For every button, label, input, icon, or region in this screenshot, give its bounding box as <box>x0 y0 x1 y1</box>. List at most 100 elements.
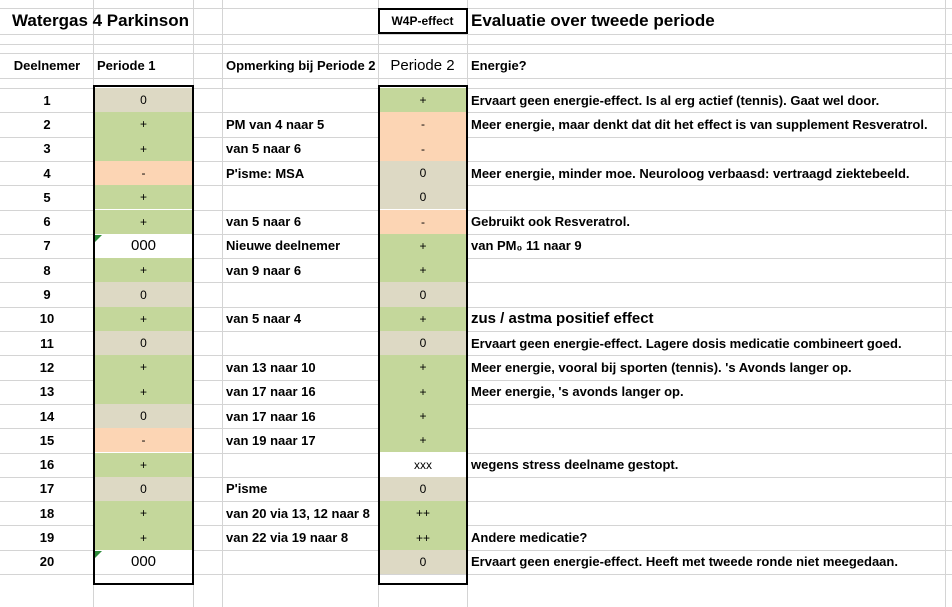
period2-cell[interactable]: + <box>379 88 467 113</box>
period2-cell[interactable]: + <box>379 258 467 283</box>
effect-label-cell[interactable]: W4P-effect <box>391 14 454 28</box>
period1-cell[interactable]: + <box>94 355 193 380</box>
remark-cell[interactable] <box>222 88 378 112</box>
energy-remark-cell[interactable] <box>467 137 945 161</box>
header-period1[interactable]: Periode 1 <box>97 57 156 73</box>
energy-remark-cell[interactable] <box>467 477 945 501</box>
period2-cell[interactable]: 0 <box>379 476 467 502</box>
remark-cell[interactable]: P'isme <box>226 481 268 497</box>
remark-cell[interactable] <box>222 331 378 355</box>
remark-cell[interactable]: van 13 naar 10 <box>226 359 316 375</box>
evaluation-title[interactable]: Evaluatie over tweede periode <box>471 11 715 30</box>
period2-cell[interactable]: 0 <box>379 282 467 307</box>
participant-number-cell[interactable]: 6 <box>43 214 51 230</box>
period2-cell[interactable]: + <box>379 355 467 380</box>
period1-cell[interactable]: + <box>94 136 193 161</box>
energy-remark-cell[interactable]: Meer energie, minder moe. Neuroloog verb… <box>471 165 910 181</box>
period1-cell[interactable]: + <box>94 185 193 210</box>
period1-cell[interactable]: 0 <box>94 282 193 307</box>
period1-cell[interactable]: + <box>94 258 193 283</box>
period1-cell[interactable]: + <box>94 379 193 404</box>
energy-remark-cell[interactable]: Gebruikt ook Resveratrol. <box>471 214 630 230</box>
sheet-title[interactable]: Watergas 4 Parkinson <box>12 11 189 30</box>
participant-number-cell[interactable]: 3 <box>43 141 51 157</box>
participant-number-cell[interactable]: 20 <box>39 554 55 570</box>
energy-remark-cell[interactable]: Meer energie, maar denkt dat dit het eff… <box>471 116 928 132</box>
period2-cell[interactable]: ++ <box>379 525 467 550</box>
period1-cell[interactable]: 0 <box>94 476 193 502</box>
period2-cell[interactable]: + <box>379 403 467 429</box>
remark-cell[interactable]: van 5 naar 4 <box>226 311 302 327</box>
energy-remark-cell[interactable] <box>467 185 945 209</box>
remark-cell[interactable]: van 20 via 13, 12 naar 8 <box>226 505 370 521</box>
period1-cell[interactable]: 0 <box>94 88 193 113</box>
energy-remark-cell[interactable] <box>467 258 945 282</box>
period2-cell[interactable]: + <box>379 379 467 404</box>
period2-cell[interactable]: xxx <box>379 452 467 477</box>
period2-cell[interactable]: - <box>379 209 467 234</box>
remark-cell[interactable]: van 17 naar 16 <box>226 384 316 400</box>
participant-number-cell[interactable]: 11 <box>40 335 54 351</box>
remark-cell[interactable]: van 19 naar 17 <box>226 432 316 448</box>
energy-remark-cell[interactable]: zus / astma positief effect <box>471 310 654 328</box>
energy-remark-cell[interactable]: van PM₀ 11 naar 9 <box>471 238 582 254</box>
participant-number-cell[interactable]: 7 <box>43 238 51 254</box>
participant-number-cell[interactable]: 8 <box>43 262 51 278</box>
header-participant[interactable]: Deelnemer <box>13 57 81 73</box>
participant-number-cell[interactable]: 9 <box>43 287 51 303</box>
remark-cell[interactable] <box>222 185 378 209</box>
remark-cell[interactable] <box>222 282 378 306</box>
remark-cell[interactable]: van 22 via 19 naar 8 <box>226 530 349 546</box>
period2-cell[interactable]: 0 <box>379 331 467 356</box>
period2-cell[interactable]: 0 <box>379 160 467 186</box>
participant-number-cell[interactable]: 4 <box>43 165 51 181</box>
participant-number-cell[interactable]: 5 <box>43 189 51 205</box>
participant-number-cell[interactable]: 13 <box>39 384 55 400</box>
header-energy[interactable]: Energie? <box>471 57 527 73</box>
participant-number-cell[interactable]: 1 <box>43 92 51 108</box>
period1-cell[interactable]: + <box>94 452 193 477</box>
period1-cell[interactable]: 000 <box>94 233 193 259</box>
period2-cell[interactable]: + <box>379 428 467 453</box>
period1-cell[interactable]: + <box>94 306 193 331</box>
period1-cell[interactable]: - <box>94 428 193 453</box>
participant-number-cell[interactable]: 19 <box>39 530 55 546</box>
header-remark[interactable]: Opmerking bij Periode 2 <box>226 57 376 73</box>
energy-remark-cell[interactable]: Ervaart geen energie-effect. Is al erg a… <box>471 92 880 108</box>
participant-number-cell[interactable]: 14 <box>39 408 55 424</box>
period1-cell[interactable]: + <box>94 209 193 234</box>
period2-cell[interactable]: 0 <box>379 549 467 574</box>
period1-cell[interactable]: 0 <box>94 331 193 356</box>
remark-cell[interactable]: van 17 naar 16 <box>226 408 316 424</box>
remark-cell[interactable] <box>222 550 378 574</box>
energy-remark-cell[interactable]: Andere medicatie? <box>471 530 588 546</box>
period2-cell[interactable]: - <box>379 112 467 137</box>
energy-remark-cell[interactable]: Meer energie, vooral bij sporten (tennis… <box>471 359 852 375</box>
remark-cell[interactable]: Nieuwe deelnemer <box>226 238 341 254</box>
participant-number-cell[interactable]: 15 <box>39 432 55 448</box>
energy-remark-cell[interactable] <box>467 501 945 525</box>
remark-cell[interactable]: van 5 naar 6 <box>226 214 302 230</box>
participant-number-cell[interactable]: 17 <box>39 481 55 497</box>
participant-number-cell[interactable]: 2 <box>43 116 51 132</box>
energy-remark-cell[interactable] <box>467 404 945 428</box>
period2-cell[interactable]: + <box>379 306 467 331</box>
energy-remark-cell[interactable]: Ervaart geen energie-effect. Heeft met t… <box>471 554 898 570</box>
period1-cell[interactable]: + <box>94 112 193 137</box>
participant-number-cell[interactable]: 12 <box>39 359 55 375</box>
period2-cell[interactable]: ++ <box>379 501 467 526</box>
energy-remark-cell[interactable]: Meer energie, 's avonds langer op. <box>471 384 684 400</box>
period1-cell[interactable]: - <box>94 160 193 186</box>
header-period2[interactable]: Periode 2 <box>390 56 455 74</box>
period2-cell[interactable]: - <box>379 136 467 161</box>
period1-cell[interactable]: + <box>94 525 193 550</box>
period2-cell[interactable]: + <box>379 233 467 259</box>
energy-remark-cell[interactable] <box>467 282 945 306</box>
period1-cell[interactable]: + <box>94 501 193 526</box>
energy-remark-cell[interactable] <box>467 428 945 452</box>
period1-cell[interactable]: 000 <box>94 549 193 574</box>
energy-remark-cell[interactable]: Ervaart geen energie-effect. Lagere dosi… <box>471 335 902 351</box>
participant-number-cell[interactable]: 10 <box>39 311 55 327</box>
remark-cell[interactable] <box>222 453 378 477</box>
period1-cell[interactable]: 0 <box>94 403 193 429</box>
